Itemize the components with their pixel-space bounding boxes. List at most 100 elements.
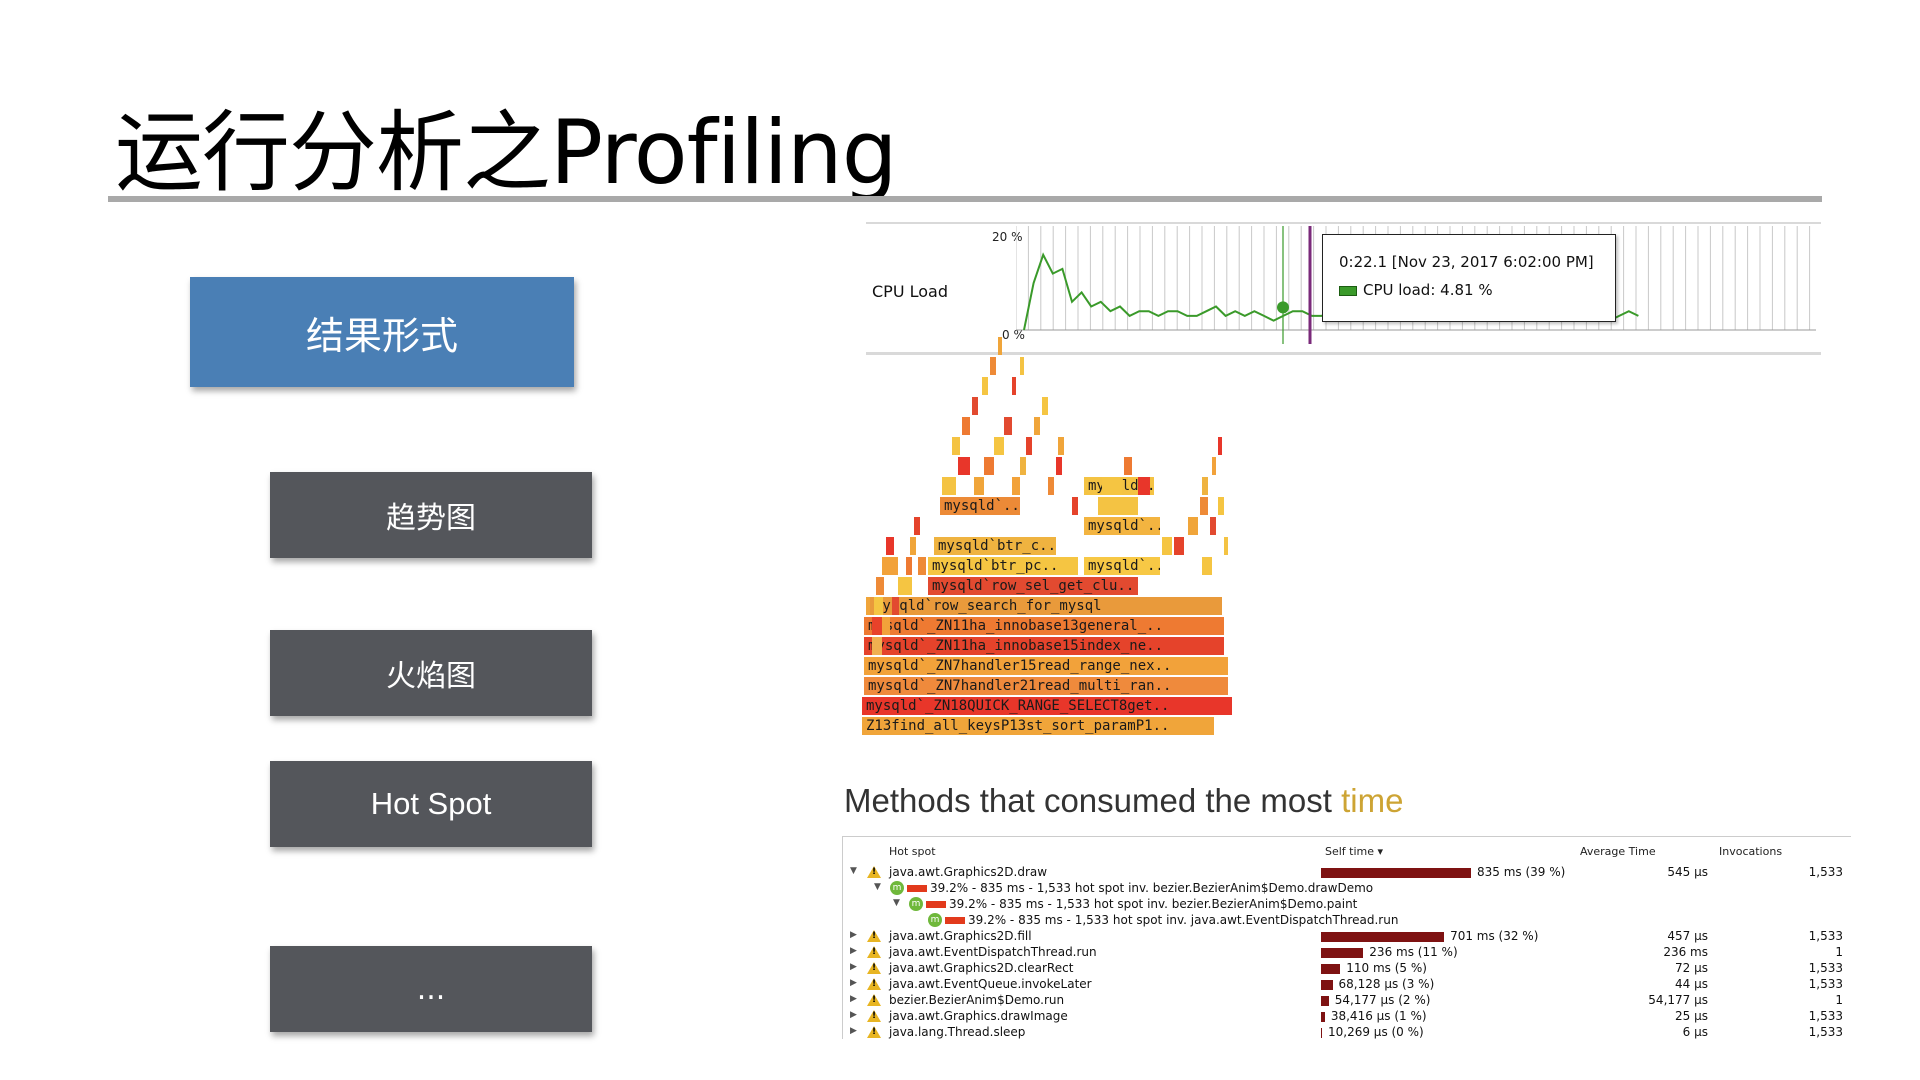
- expand-icon[interactable]: ▶: [850, 930, 857, 940]
- flame-frame[interactable]: mysqld`_ZN11ha_innobase13general_..: [864, 617, 1224, 635]
- hot-spot-button[interactable]: Hot Spot: [270, 761, 592, 847]
- invocations-value: 1,533: [1808, 865, 1843, 879]
- flame-frame[interactable]: [906, 557, 912, 575]
- flame-frame[interactable]: [1212, 457, 1216, 475]
- flame-frame[interactable]: [974, 477, 984, 495]
- flame-frame[interactable]: [882, 557, 898, 575]
- flame-graph-button[interactable]: 火焰图: [270, 630, 592, 716]
- collapse-icon[interactable]: ▼: [893, 898, 900, 908]
- flame-frame[interactable]: [1072, 497, 1078, 515]
- flame-frame[interactable]: [886, 537, 894, 555]
- col-invocations[interactable]: Invocations: [1719, 845, 1783, 858]
- flame-frame[interactable]: [1224, 537, 1228, 555]
- flame-frame[interactable]: mysqld`_ZN7handler15read_range_nex..: [864, 657, 1228, 675]
- hot-spot-row[interactable]: ▶ java.awt.Graphics.drawImage 38,416 μs (1…: [843, 1009, 1851, 1025]
- flame-frame[interactable]: [1202, 477, 1208, 495]
- flame-frame[interactable]: mysqld`btr_pc..: [928, 557, 1078, 575]
- call-tree-row[interactable]: m 39.2% - 835 ms - 1,533 hot spot inv. ja…: [843, 913, 1851, 929]
- flame-frame[interactable]: [982, 377, 988, 395]
- flame-frame[interactable]: [1012, 377, 1016, 395]
- flame-frame[interactable]: [914, 517, 920, 535]
- flame-frame[interactable]: [942, 477, 956, 495]
- flame-frame[interactable]: [1004, 417, 1012, 435]
- collapse-icon[interactable]: ▼: [874, 882, 881, 892]
- flame-frame[interactable]: [972, 397, 978, 415]
- flame-frame[interactable]: [910, 537, 916, 555]
- col-self-time[interactable]: Self time ▾: [1325, 845, 1384, 858]
- expand-icon[interactable]: ▶: [850, 978, 857, 988]
- method-name: java.awt.Graphics2D.fill: [889, 929, 1032, 943]
- flame-frame[interactable]: mysqld`..: [1084, 517, 1160, 535]
- flame-frame[interactable]: [1020, 457, 1026, 475]
- flame-frame[interactable]: mysqld`..: [1084, 557, 1160, 575]
- hot-spot-row[interactable]: ▼ java.awt.Graphics2D.draw 835 ms (39 %) 54…: [843, 865, 1851, 881]
- col-average-time[interactable]: Average Time: [1580, 845, 1656, 858]
- col-hot-spot[interactable]: Hot spot: [889, 845, 936, 858]
- flame-frame[interactable]: [1202, 557, 1212, 575]
- flame-frame[interactable]: [1026, 437, 1032, 455]
- flame-frame[interactable]: [1020, 357, 1024, 375]
- flame-frame[interactable]: [1012, 477, 1020, 495]
- flame-frame[interactable]: [1174, 537, 1184, 555]
- flame-frame[interactable]: [952, 437, 960, 455]
- hot-spot-row[interactable]: ▶ java.awt.EventQueue.invokeLater 68,128 μ…: [843, 977, 1851, 993]
- flame-frame[interactable]: mysqld`..: [940, 497, 1020, 515]
- flame-frame[interactable]: [902, 577, 912, 595]
- more-button[interactable]: ...: [270, 946, 592, 1032]
- flame-frame[interactable]: [990, 357, 996, 375]
- flame-frame[interactable]: [872, 617, 883, 635]
- flame-frame[interactable]: [1042, 397, 1048, 415]
- expand-icon[interactable]: ▶: [850, 1026, 857, 1036]
- collapse-icon[interactable]: ▼: [850, 866, 857, 876]
- flame-frame[interactable]: [1188, 517, 1198, 535]
- flame-frame[interactable]: [1218, 497, 1224, 515]
- call-tree-row[interactable]: ▼ m 39.2% - 835 ms - 1,533 hot spot inv. b…: [843, 897, 1851, 913]
- flame-frame[interactable]: mysqld`row_sel_get_clu..: [928, 577, 1138, 595]
- hot-spot-row[interactable]: ▶ java.awt.EventDispatchThread.run 236 ms …: [843, 945, 1851, 961]
- flame-frame[interactable]: [866, 597, 870, 615]
- call-tree-row[interactable]: ▼ m 39.2% - 835 ms - 1,533 hot spot inv. b…: [843, 881, 1851, 897]
- flame-frame[interactable]: [1058, 437, 1064, 455]
- flame-frame[interactable]: [892, 597, 899, 615]
- self-time-value: 701 ms (32 %): [1450, 929, 1539, 943]
- flame-frame[interactable]: [898, 577, 904, 595]
- flame-frame[interactable]: [882, 617, 890, 635]
- hot-spot-row[interactable]: ▶ java.awt.Graphics2D.clearRect 110 ms (5 …: [843, 961, 1851, 977]
- flame-frame[interactable]: mysqld`btr_c..: [934, 537, 1056, 555]
- flame-frame[interactable]: [962, 417, 970, 435]
- expand-icon[interactable]: ▶: [850, 962, 857, 972]
- flame-frame[interactable]: [1218, 437, 1222, 455]
- hot-spot-row[interactable]: ▶ java.lang.Thread.sleep 10,269 μs (0 %) 6 …: [843, 1025, 1851, 1041]
- flame-frame[interactable]: [872, 637, 882, 655]
- hot-spot-row[interactable]: ▶ java.awt.Graphics2D.fill 701 ms (32 %) 45…: [843, 929, 1851, 945]
- hover-point[interactable]: [1277, 301, 1289, 314]
- flame-frame[interactable]: [1048, 477, 1054, 495]
- flame-frame[interactable]: [876, 577, 884, 595]
- result-format-button[interactable]: 结果形式: [190, 277, 574, 387]
- expand-icon[interactable]: ▶: [850, 1010, 857, 1020]
- trend-chart-button[interactable]: 趋势图: [270, 472, 592, 558]
- hot-spot-row[interactable]: ▶ bezier.BezierAnim$Demo.run 54,177 μs (2 …: [843, 993, 1851, 1009]
- flame-frame[interactable]: [998, 337, 1002, 355]
- flame-frame[interactable]: [1210, 517, 1216, 535]
- flame-frame[interactable]: Z13find_all_keysP13st_sort_paramP1..: [862, 717, 1214, 735]
- flame-frame[interactable]: [958, 457, 970, 475]
- flame-frame[interactable]: [984, 457, 994, 475]
- expand-icon[interactable]: ▶: [850, 946, 857, 956]
- flame-frame[interactable]: [1200, 497, 1208, 515]
- flame-frame[interactable]: mysqld`row_search_for_mysql: [870, 597, 1222, 615]
- flame-frame[interactable]: mysqld`_ZN11ha_innobase15index_ne..: [864, 637, 1224, 655]
- flame-frame[interactable]: [1102, 477, 1122, 495]
- flame-frame[interactable]: [874, 597, 883, 615]
- flame-frame[interactable]: [1124, 457, 1132, 475]
- flame-frame[interactable]: [1098, 497, 1138, 515]
- flame-frame[interactable]: [1162, 537, 1172, 555]
- flame-frame[interactable]: [1138, 477, 1150, 495]
- flame-frame[interactable]: [918, 557, 926, 575]
- flame-frame[interactable]: mysqld`_ZN18QUICK_RANGE_SELECT8get..: [862, 697, 1232, 715]
- flame-frame[interactable]: [994, 437, 1004, 455]
- flame-frame[interactable]: [1056, 457, 1062, 475]
- flame-frame[interactable]: mysqld`_ZN7handler21read_multi_ran..: [864, 677, 1228, 695]
- flame-frame[interactable]: [1034, 417, 1040, 435]
- expand-icon[interactable]: ▶: [850, 994, 857, 1004]
